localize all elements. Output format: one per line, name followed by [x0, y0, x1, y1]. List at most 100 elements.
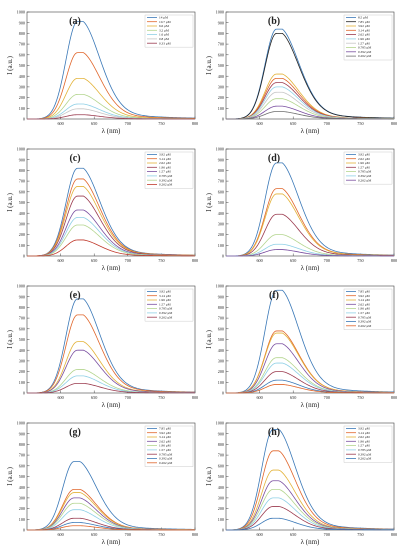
- x-tick-label: 700: [324, 121, 330, 126]
- legend-entry: 1.57 μM: [358, 444, 370, 448]
- x-tick-label: 700: [125, 532, 131, 537]
- y-tick-label: 100: [19, 106, 25, 111]
- y-tick-label: 100: [19, 243, 25, 248]
- y-tick-label: 700: [19, 316, 25, 321]
- x-tick-label: 800: [391, 395, 397, 400]
- y-tick-label: 1000: [216, 284, 224, 289]
- legend-entry: 3.14 μM: [358, 431, 370, 435]
- x-axis-label: λ (nm): [102, 264, 121, 272]
- panel-label: (f): [269, 290, 279, 301]
- y-tick-label: 900: [218, 157, 224, 162]
- y-axis-label: I (a.u.): [205, 192, 213, 212]
- legend-entry: 0.392 μM: [358, 174, 371, 178]
- y-tick-label: 0: [222, 254, 224, 259]
- y-tick-label: 400: [218, 211, 224, 216]
- y-tick-label: 900: [218, 431, 224, 436]
- y-tick-label: 200: [218, 369, 224, 374]
- y-tick-label: 600: [218, 189, 224, 194]
- y-axis-label: I (a.u.): [205, 466, 213, 486]
- y-tick-label: 200: [218, 95, 224, 100]
- y-tick-label: 500: [19, 63, 25, 68]
- x-tick-label: 750: [357, 121, 363, 126]
- y-tick-label: 800: [19, 168, 25, 173]
- x-tick-label: 750: [158, 258, 164, 263]
- y-tick-label: 200: [19, 232, 25, 237]
- legend-entry: 1.6 μM: [159, 33, 169, 37]
- series-line: [27, 114, 195, 120]
- legend-entry: 3.14 μM: [358, 298, 370, 302]
- legend-entry: 2.62 μM: [358, 435, 370, 439]
- legend-entry: 0.392 μM: [159, 311, 172, 315]
- x-tick-label: 650: [290, 532, 296, 537]
- y-tick-label: 200: [218, 232, 224, 237]
- y-tick-label: 1000: [216, 147, 224, 152]
- legend-entry: 0.33 μM: [159, 41, 171, 45]
- y-tick-label: 700: [19, 42, 25, 47]
- y-tick-label: 100: [218, 106, 224, 111]
- legend-entry: 0.262 μM: [358, 457, 371, 461]
- y-tick-label: 400: [218, 348, 224, 353]
- legend-entry: 3.92 μM: [159, 153, 171, 157]
- legend-entry: 0.262 μM: [358, 324, 371, 328]
- x-tick-label: 750: [158, 395, 164, 400]
- chart-panel: 0 100 200 300 400 500 600 700 800 900 1000 600 650 70…: [6, 10, 198, 135]
- legend-box: [343, 425, 393, 463]
- series-line: [226, 77, 395, 120]
- chart-panel: 0 100 200 300 400 500 600 700 800 900 1000 600 650 70…: [6, 421, 198, 546]
- legend-entry: 14 μM: [159, 16, 168, 20]
- y-tick-label: 0: [222, 528, 224, 533]
- legend-entry: 1.57 μM: [358, 41, 370, 45]
- legend-entry: 1.57 μM: [159, 448, 171, 452]
- legend-entry: 7.85 μM: [358, 290, 370, 294]
- legend-entry: 2.62 μM: [358, 157, 370, 161]
- panel-label: (c): [69, 153, 80, 164]
- y-tick-label: 200: [19, 506, 25, 511]
- legend-entry: 3.92 μM: [358, 24, 370, 28]
- series-line: [225, 188, 395, 257]
- y-tick-label: 1000: [17, 284, 25, 289]
- x-tick-label: 600: [57, 258, 63, 263]
- series-line: [26, 178, 196, 257]
- y-tick-label: 500: [19, 200, 25, 205]
- y-tick-label: 900: [19, 294, 25, 299]
- chart-panel: 0 100 200 300 400 500 600 700 800 900 1000 600 650 70…: [205, 147, 397, 272]
- chart-panel: 0 100 200 300 400 500 600 700 800 900 1000 600 650 70…: [6, 147, 198, 272]
- x-tick-label: 650: [91, 121, 97, 126]
- legend-box: [343, 151, 393, 185]
- y-tick-label: 800: [218, 305, 224, 310]
- legend-entry: 3.92 μM: [358, 427, 370, 431]
- legend-entry: 1.96 μM: [358, 37, 370, 41]
- x-tick-label: 800: [192, 258, 198, 263]
- legend-entry: 1.57 μM: [358, 165, 370, 169]
- legend-entry: 8.5 μM: [358, 16, 368, 20]
- legend-entry: 3.14 μM: [358, 28, 370, 32]
- legend-entry: 3.14 μM: [159, 294, 171, 298]
- y-tick-label: 800: [218, 31, 224, 36]
- series-line: [226, 162, 395, 257]
- panel-label: (g): [69, 427, 81, 438]
- y-tick-label: 1000: [216, 10, 224, 15]
- y-tick-label: 800: [19, 31, 25, 36]
- y-axis-label: I (a.u.): [6, 466, 14, 486]
- y-tick-label: 1000: [17, 10, 25, 15]
- legend-entry: 3.92 μM: [358, 294, 370, 298]
- x-tick-label: 800: [192, 395, 198, 400]
- y-tick-label: 0: [222, 391, 224, 396]
- y-tick-label: 300: [218, 359, 224, 364]
- legend-entry: 0.785 μM: [358, 448, 371, 452]
- y-tick-label: 700: [19, 453, 25, 458]
- x-tick-label: 700: [324, 258, 330, 263]
- legend-entry: 7.85 μM: [358, 20, 370, 24]
- legend-entry: 0.392 μM: [159, 178, 172, 182]
- series-line: [226, 111, 395, 120]
- legend-entry: 3.2 μM: [159, 28, 169, 32]
- legend-entry: 3.14 μM: [159, 157, 171, 161]
- y-tick-label: 700: [218, 453, 224, 458]
- y-tick-label: 500: [19, 474, 25, 479]
- y-tick-label: 200: [19, 369, 25, 374]
- y-tick-label: 600: [218, 52, 224, 57]
- y-tick-label: 500: [19, 337, 25, 342]
- legend-entry: 1.96 μM: [358, 439, 370, 443]
- legend-entry: 0.262 μM: [358, 54, 371, 58]
